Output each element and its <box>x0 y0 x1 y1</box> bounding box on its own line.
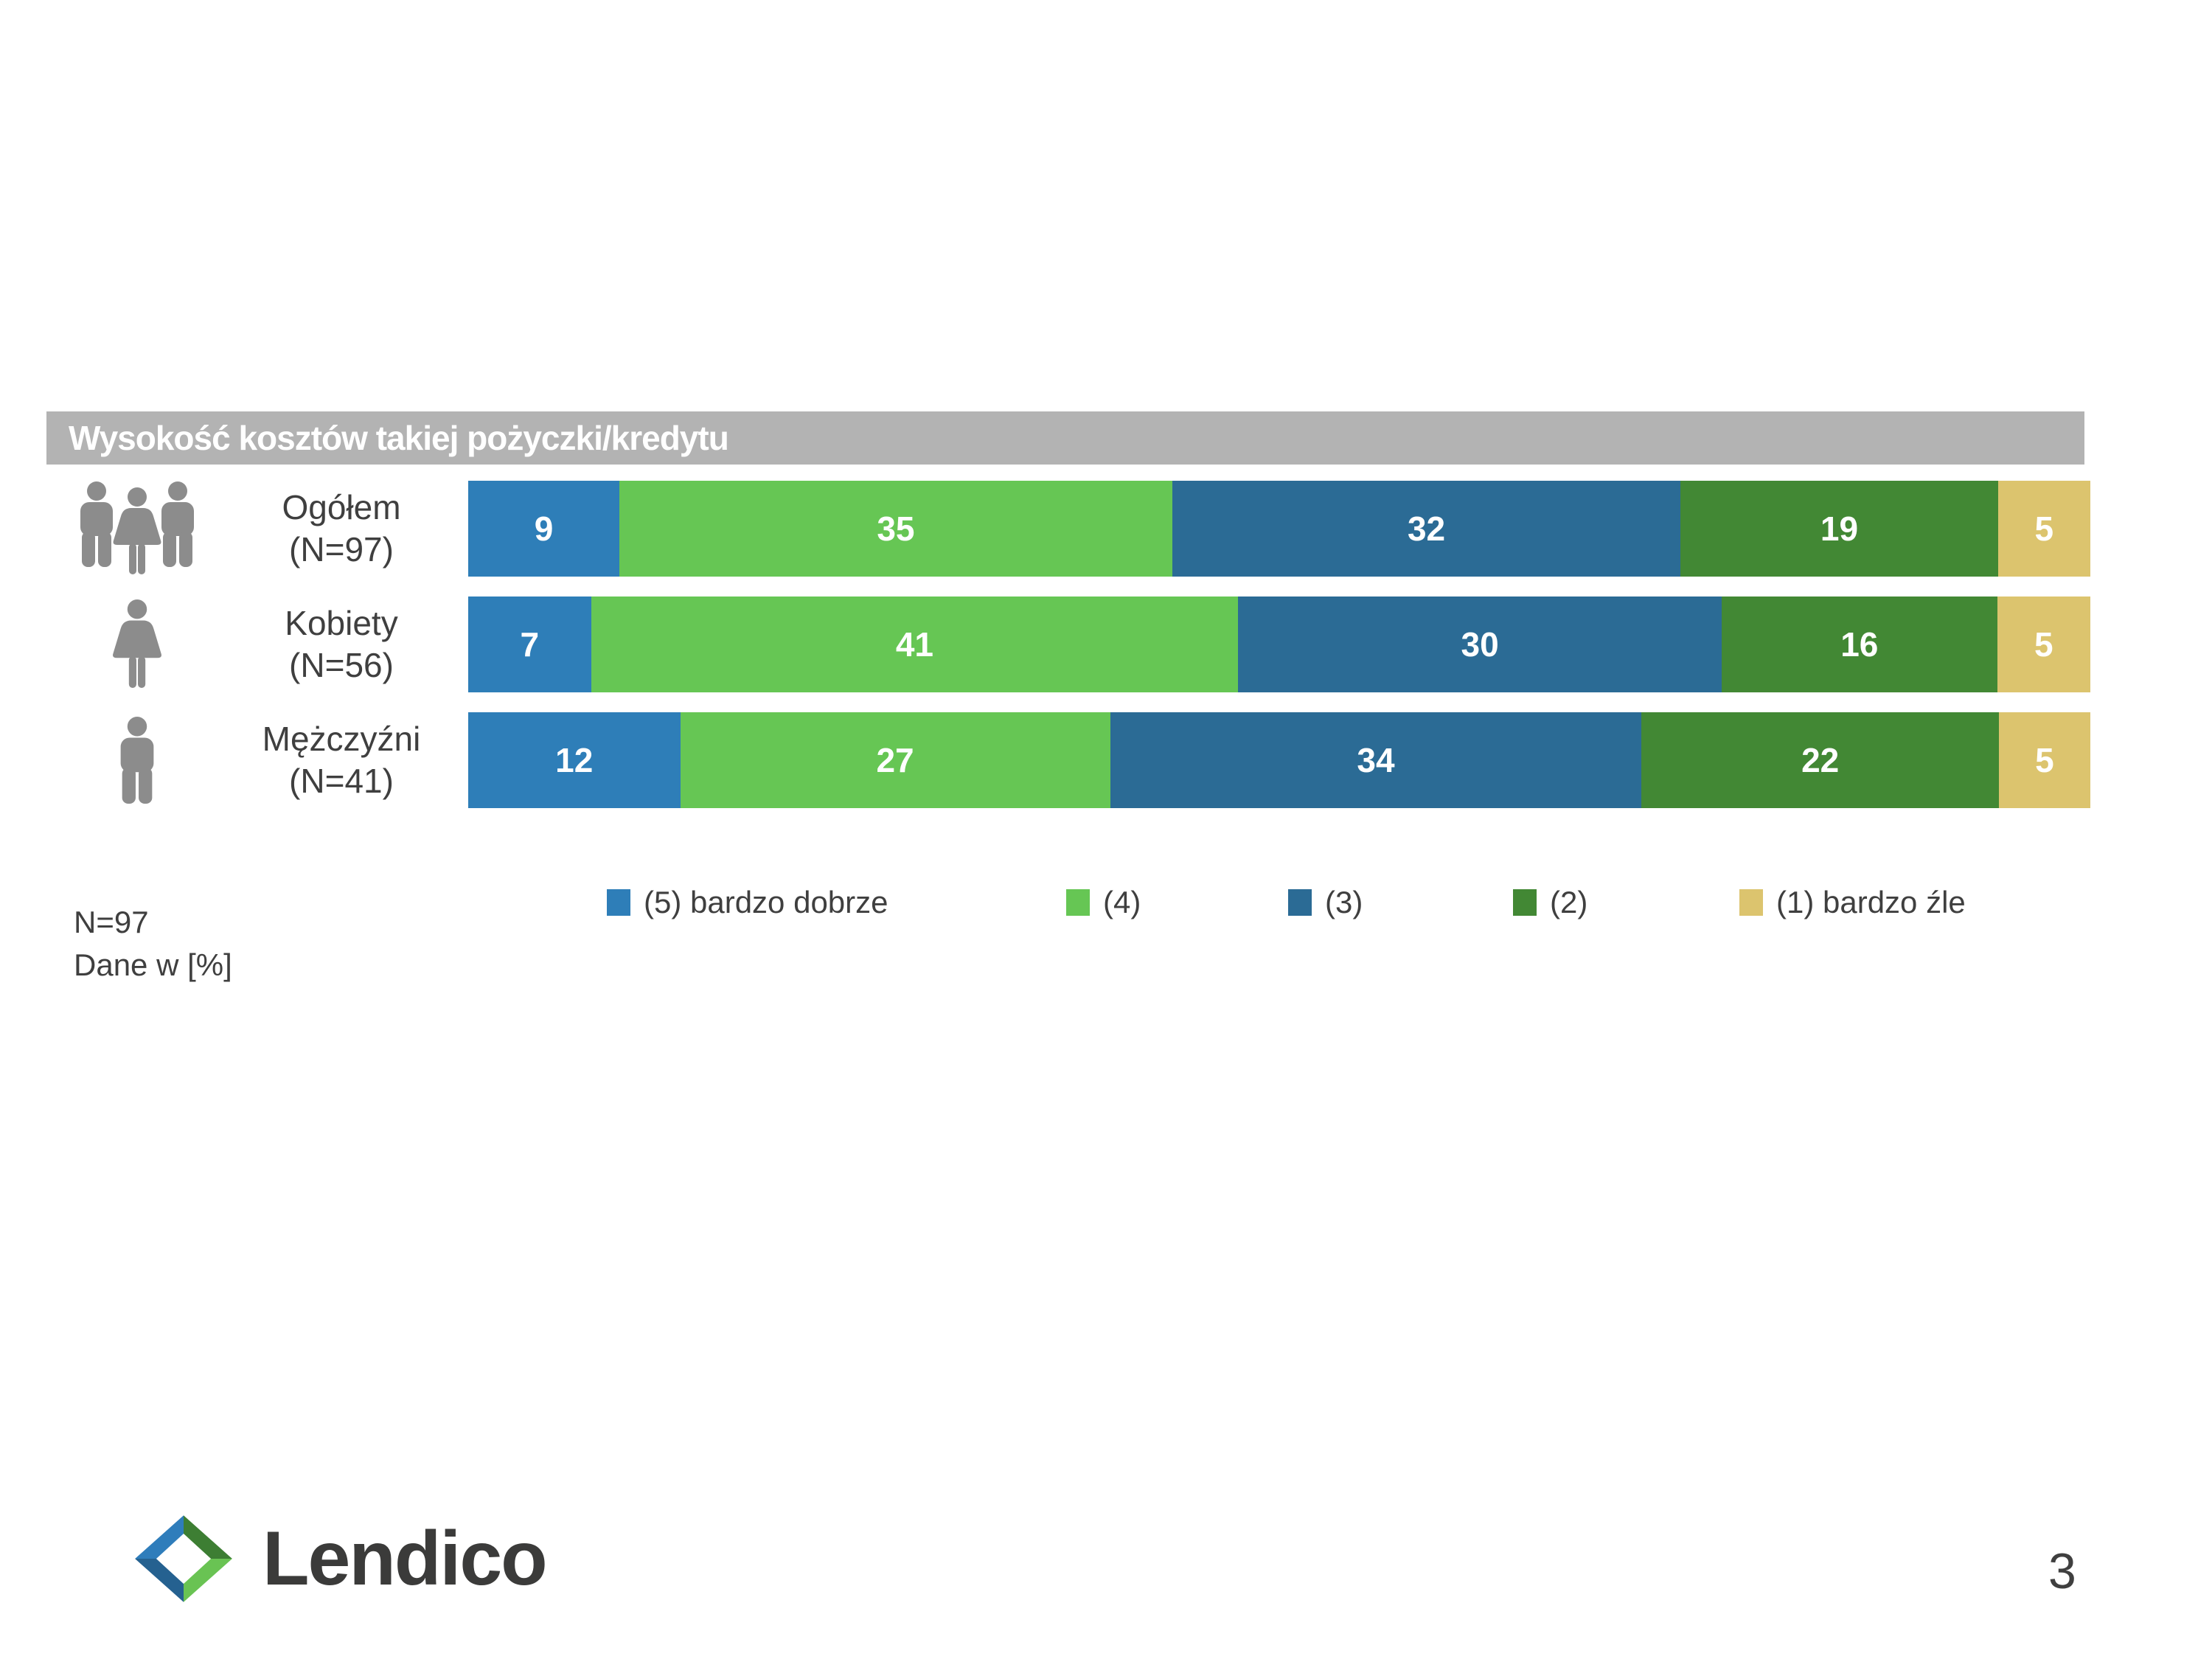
bar-segment: 32 <box>1172 481 1681 577</box>
legend-marker-3 <box>1288 889 1312 916</box>
row-label-ogolem: Ogółem (N=97) <box>227 487 456 571</box>
group-people-icon <box>80 481 194 574</box>
logo-wordmark: Lendico <box>262 1515 548 1601</box>
bar-segment: 16 <box>1721 597 1997 692</box>
legend-marker-2 <box>1513 889 1537 916</box>
legend-label: (1) bardzo źle <box>1776 885 1966 919</box>
man-icon <box>120 717 153 804</box>
unit-note-text: Dane w [%] <box>74 947 232 982</box>
legend-marker-4 <box>1066 889 1090 916</box>
bar-segment: 35 <box>619 481 1172 577</box>
group-people-icon <box>46 481 227 576</box>
bar-segment: 27 <box>680 712 1110 808</box>
chart-title-bar: Wysokość kosztów takiej pożyczki/kredytu <box>46 411 2084 465</box>
bar-kobiety: 7 41 30 16 5 <box>468 597 2090 692</box>
chart-row-kobiety: Kobiety (N=56) 7 41 30 16 5 <box>46 597 2090 692</box>
chart-title: Wysokość kosztów takiej pożyczki/kredytu <box>69 419 729 457</box>
bar-segment: 19 <box>1680 481 1998 577</box>
man-icon <box>46 717 227 804</box>
bar-segment: 9 <box>468 481 620 577</box>
legend-marker-5 <box>607 889 630 916</box>
bar-segment: 34 <box>1110 712 1642 808</box>
row-label-mezczyzni: Mężczyźni (N=41) <box>227 718 456 802</box>
woman-icon <box>112 599 161 688</box>
chart-row-ogolem: Ogółem (N=97) 9 35 32 19 5 <box>46 481 2091 577</box>
bar-ogolem: 9 35 32 19 5 <box>468 481 2091 577</box>
row-label-text: Ogółem <box>282 488 401 526</box>
legend-item-5: (5) bardzo dobrze <box>607 883 888 922</box>
bar-segment: 22 <box>1641 712 1999 808</box>
bar-segment: 30 <box>1238 597 1722 692</box>
row-sublabel-text: (N=97) <box>289 530 394 568</box>
row-label-kobiety: Kobiety (N=56) <box>227 602 456 686</box>
legend-label: (4) <box>1103 885 1141 919</box>
bar-segment: 5 <box>1997 481 2091 577</box>
lendico-logo: Lendico <box>133 1513 548 1604</box>
legend-item-1: (1) bardzo źle <box>1739 883 1966 922</box>
legend-item-4: (4) <box>1066 883 1141 922</box>
bar-segment: 5 <box>1997 597 2090 692</box>
bar-segment: 12 <box>468 712 681 808</box>
row-label-text: Kobiety <box>285 604 398 642</box>
legend-label: (3) <box>1325 885 1363 919</box>
row-sublabel-text: (N=41) <box>289 762 394 800</box>
bar-mezczyzni: 12 27 34 22 5 <box>468 712 2090 808</box>
legend-item-2: (2) <box>1513 883 1587 922</box>
page-number: 3 <box>2048 1543 2076 1599</box>
sample-size-text: N=97 <box>74 905 149 939</box>
legend-item-3: (3) <box>1288 883 1363 922</box>
lendico-diamond-icon <box>135 1515 232 1602</box>
woman-icon <box>46 599 227 689</box>
legend-marker-1 <box>1739 889 1763 916</box>
bar-segment: 41 <box>591 597 1239 692</box>
legend-label: (5) bardzo dobrze <box>644 885 888 919</box>
sample-note: N=97 Dane w [%] <box>74 901 232 987</box>
chart-row-mezczyzni: Mężczyźni (N=41) 12 27 34 22 5 <box>46 712 2090 808</box>
bar-segment: 5 <box>1998 712 2090 808</box>
bar-segment: 7 <box>468 597 591 692</box>
legend-label: (2) <box>1550 885 1588 919</box>
row-label-text: Mężczyźni <box>262 720 421 758</box>
row-sublabel-text: (N=56) <box>289 646 394 684</box>
